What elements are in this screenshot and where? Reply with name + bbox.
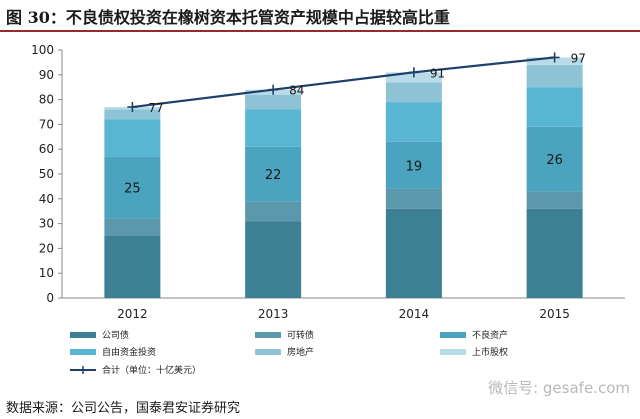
- total-line: [132, 56, 555, 109]
- bar-segment: [245, 109, 302, 147]
- bar-segment: [104, 218, 161, 236]
- bar-segment: [385, 82, 442, 103]
- y-tick-label: 20: [39, 241, 54, 255]
- bar-segment: [104, 109, 161, 120]
- bar-segment: [245, 201, 302, 222]
- y-tick-label: 70: [39, 117, 54, 131]
- total-label: 77: [148, 101, 163, 115]
- legend-label: 合计（单位：十亿美元）: [102, 364, 201, 376]
- bar-segment: [526, 87, 583, 127]
- bar-segment: [385, 188, 442, 209]
- bar-segment: [526, 126, 583, 192]
- title-rule: [0, 30, 640, 32]
- y-tick-label: 50: [39, 167, 54, 181]
- legend-label: 可转债: [287, 329, 314, 341]
- bar-segment: [245, 221, 302, 298]
- total-label: 84: [289, 84, 304, 98]
- legend-swatch: [440, 349, 466, 355]
- y-tick-label: 80: [39, 93, 54, 107]
- y-tick-label: 90: [39, 68, 54, 82]
- chart-title: 图 30：不良债权投资在橡树资本托管资产规模中占据较高比重: [6, 8, 450, 27]
- bar-segment: [526, 191, 583, 209]
- y-tick-label: 30: [39, 217, 54, 231]
- bar-segment: [385, 102, 442, 142]
- source-note: 数据来源：公司公告，国泰君安证券研究: [6, 401, 241, 416]
- x-tick-label: 2012: [117, 307, 148, 321]
- bar-segment: [104, 156, 161, 219]
- bar-segment: [245, 94, 302, 110]
- legend-swatch: [255, 349, 281, 355]
- x-tick-label: 2015: [539, 307, 570, 321]
- x-tick-label: 2014: [399, 307, 430, 321]
- y-tick-label: 100: [31, 43, 54, 57]
- y-tick-label: 0: [46, 291, 54, 305]
- bar-segment: [385, 208, 442, 298]
- data-label: 26: [546, 153, 563, 168]
- total-label: 91: [430, 66, 445, 80]
- legend-label: 公司债: [102, 329, 129, 341]
- x-tick-label: 2013: [258, 307, 289, 321]
- total-label: 97: [571, 51, 586, 65]
- legend-swatch: [255, 332, 281, 338]
- legend-label: 上市股权: [472, 346, 508, 358]
- legend-swatch: [440, 332, 466, 338]
- bar-segment: [245, 146, 302, 202]
- bar-segment: [385, 141, 442, 189]
- bar-segment: [104, 236, 161, 298]
- legend-label: 自由资金投资: [102, 346, 156, 358]
- y-tick-label: 40: [39, 192, 54, 206]
- legend-label: 不良资产: [472, 329, 508, 341]
- data-label: 19: [406, 159, 423, 174]
- legend-label: 房地产: [287, 346, 314, 358]
- bar-segment: [526, 208, 583, 298]
- watermark: 微信号: gesafe.com: [488, 379, 630, 397]
- legend-swatch: [70, 332, 96, 338]
- data-label: 22: [265, 168, 282, 183]
- y-tick-label: 10: [39, 266, 54, 280]
- data-label: 25: [124, 182, 141, 197]
- legend-swatch: [70, 349, 96, 355]
- bar-segment: [104, 119, 161, 157]
- bar-segment: [526, 64, 583, 88]
- y-tick-label: 60: [39, 142, 54, 156]
